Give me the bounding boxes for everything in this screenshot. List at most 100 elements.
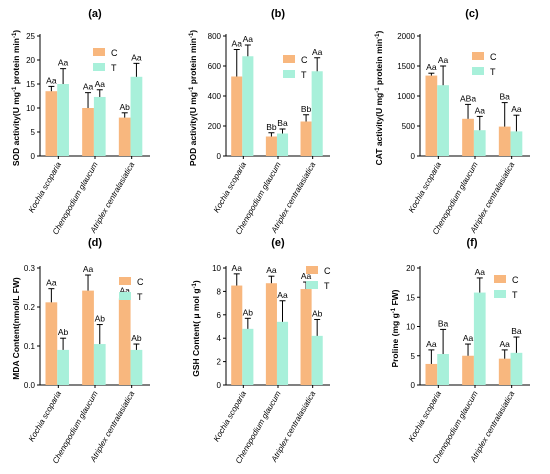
bar-c — [300, 289, 312, 385]
bar-t — [130, 76, 143, 156]
legend-label: T — [490, 67, 496, 77]
legend-swatch-t — [119, 292, 131, 300]
significance-label: Ba — [499, 92, 510, 102]
bar-t — [510, 131, 523, 156]
panel-label: (c) — [465, 8, 479, 20]
y-axis-label: CAT activity(U mg-1 protein min-1) — [374, 30, 384, 165]
significance-label: Ab — [243, 307, 254, 317]
bar-c — [300, 121, 312, 156]
legend-label: T — [512, 290, 518, 300]
significance-label: Aa — [83, 82, 94, 92]
bar-t — [473, 130, 486, 156]
bar-c — [45, 302, 58, 385]
significance-label: Aa — [438, 55, 449, 65]
significance-label: Aa — [58, 58, 69, 68]
y-tick-label: 0 — [217, 152, 222, 161]
bar-c — [462, 118, 474, 156]
y-tick-label: 2 — [217, 358, 222, 367]
bar-c — [265, 136, 277, 156]
y-tick-label: 600 — [208, 62, 222, 71]
significance-label: Aa — [277, 290, 288, 300]
significance-label: Bb — [301, 104, 312, 114]
significance-label: Aa — [232, 263, 243, 273]
significance-label: Aa — [426, 62, 437, 72]
y-tick-label: 20 — [406, 264, 415, 273]
legend-swatch-t — [283, 70, 295, 78]
bar-c — [45, 91, 58, 156]
panel-label: (f) — [467, 237, 478, 249]
significance-label: Ab — [58, 327, 69, 337]
y-tick-label: 25 — [26, 32, 35, 41]
category-label: Kochia scoparia — [27, 160, 64, 214]
bar-c — [462, 355, 474, 385]
y-tick-label: 1000 — [397, 92, 415, 101]
y-tick-label: 0.3 — [24, 264, 36, 273]
legend-label: T — [137, 292, 143, 302]
y-tick-label: 2000 — [397, 32, 415, 41]
y-tick-label: 10 — [212, 264, 221, 273]
significance-label: Aa — [475, 267, 486, 277]
significance-label: Aa — [119, 285, 130, 295]
y-tick-label: 0 — [411, 152, 416, 161]
legend-label: C — [301, 55, 308, 65]
bar-c — [265, 283, 277, 385]
significance-label: Aa — [426, 339, 437, 349]
significance-label: Aa — [232, 39, 243, 49]
y-tick-label: 800 — [208, 32, 222, 41]
bar-t — [130, 349, 143, 385]
bar-t — [93, 344, 106, 385]
y-tick-label: 5 — [31, 128, 36, 137]
significance-label: Ab — [95, 314, 106, 324]
bar-t — [57, 84, 69, 156]
bar-c — [82, 108, 94, 156]
panel-label: (b) — [271, 8, 285, 20]
significance-label: ABa — [460, 93, 476, 103]
significance-label: Aa — [463, 333, 474, 343]
y-tick-label: 6 — [217, 311, 222, 320]
y-tick-label: 0.2 — [24, 303, 36, 312]
bar-t — [57, 349, 69, 385]
legend-label: C — [512, 275, 519, 285]
bar-t — [437, 85, 449, 156]
bar-t — [276, 321, 289, 385]
bar-t — [473, 292, 486, 385]
legend-swatch-t — [494, 290, 506, 298]
significance-label: Aa — [499, 339, 510, 349]
y-tick-label: 15 — [406, 293, 415, 302]
significance-label: Aa — [46, 278, 57, 288]
y-tick-label: 0.1 — [24, 342, 36, 351]
legend-swatch-t — [93, 63, 105, 71]
significance-label: Aa — [301, 271, 312, 281]
panel-1: (a) SOD activity(U mg-1 protein min-1) 0 5 1… — [11, 8, 150, 236]
y-axis-label: MDA Content(nmol/L FW) — [11, 277, 21, 380]
significance-label: Aa — [83, 264, 94, 274]
panel-label: (e) — [271, 237, 285, 249]
bar-c — [118, 117, 131, 156]
significance-label: Aa — [243, 34, 254, 44]
legend-label: T — [324, 281, 330, 291]
legend-swatch-c — [93, 48, 105, 56]
legend-label: C — [137, 277, 144, 287]
bar-c — [498, 358, 511, 385]
y-tick-label: 5 — [411, 352, 416, 361]
panel-5: (e) GSH Content( μ mol g-1) 0 2 4 6 8 10 Kochia … — [191, 237, 331, 465]
bar-c — [425, 363, 438, 385]
significance-label: Aa — [131, 52, 142, 62]
bar-c — [498, 126, 511, 156]
legend-swatch-c — [494, 275, 506, 283]
category-label: Kochia scoparia — [407, 160, 444, 214]
category-label: Kochia scoparia — [27, 389, 64, 443]
y-tick-label: 15 — [26, 80, 35, 89]
legend-swatch-c — [306, 266, 318, 274]
y-tick-label: 0 — [31, 152, 36, 161]
bar-t — [437, 353, 449, 385]
bar-c — [425, 75, 438, 156]
significance-label: Aa — [95, 79, 106, 89]
y-axis-label: POD activity(U mg-1 protein min-1) — [188, 30, 198, 166]
y-tick-label: 10 — [406, 323, 415, 332]
panel-label: (d) — [88, 237, 102, 249]
legend-label: C — [111, 48, 118, 58]
panel-label: (a) — [88, 8, 102, 20]
significance-label: Aa — [511, 104, 522, 114]
